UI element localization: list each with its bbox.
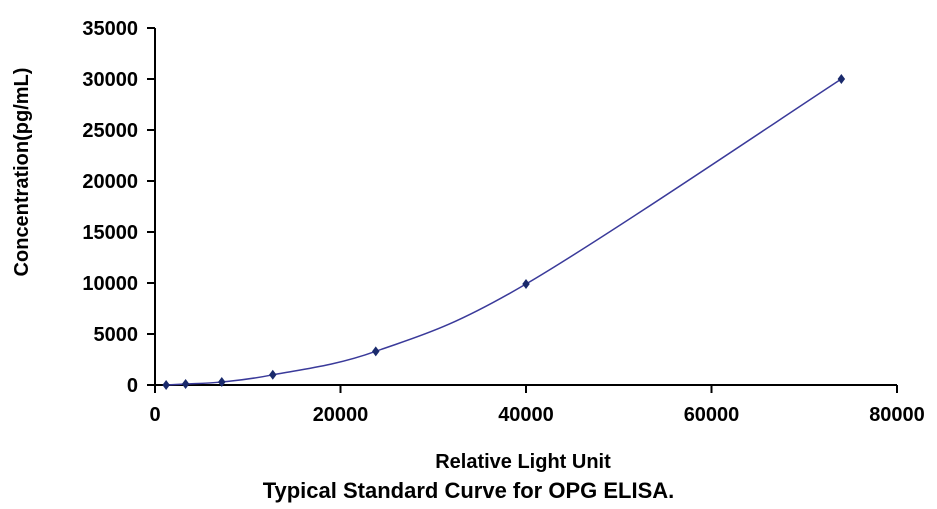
y-tick-label: 25000 [82,120,138,142]
x-tick-label: 60000 [684,404,740,426]
y-tick-label: 0 [127,375,138,397]
x-tick-label: 40000 [498,404,554,426]
y-tick-label: 5000 [94,324,139,346]
x-axis-title: Relative Light Unit [435,451,611,473]
x-tick-label: 0 [149,404,160,426]
data-point-marker [181,378,190,389]
x-tick-label: 80000 [869,404,925,426]
data-point-marker [269,369,277,380]
standard-curve-line [166,78,842,386]
y-tick-label: 10000 [82,273,138,295]
y-tick-label: 30000 [82,69,138,91]
figure-caption: Typical Standard Curve for OPG ELISA. [262,478,675,503]
data-point-marker [162,380,170,390]
y-tick-label: 20000 [82,171,138,193]
y-tick-label: 35000 [82,18,138,40]
data-point-marker [522,279,530,290]
y-axis-title: Concentration(pg/mL) [11,68,33,277]
data-point-marker [837,74,846,84]
axes [154,28,897,386]
x-tick-label: 20000 [313,404,369,426]
y-axis-ticks: 0 5000 10000 15000 20000 25000 30000 35000 [82,18,155,397]
x-axis-ticks: 0 20000 40000 60000 80000 [149,385,925,426]
y-tick-label: 15000 [82,222,138,244]
data-point-marker [218,376,226,387]
data-point-markers [162,74,846,390]
data-point-marker [371,346,380,357]
